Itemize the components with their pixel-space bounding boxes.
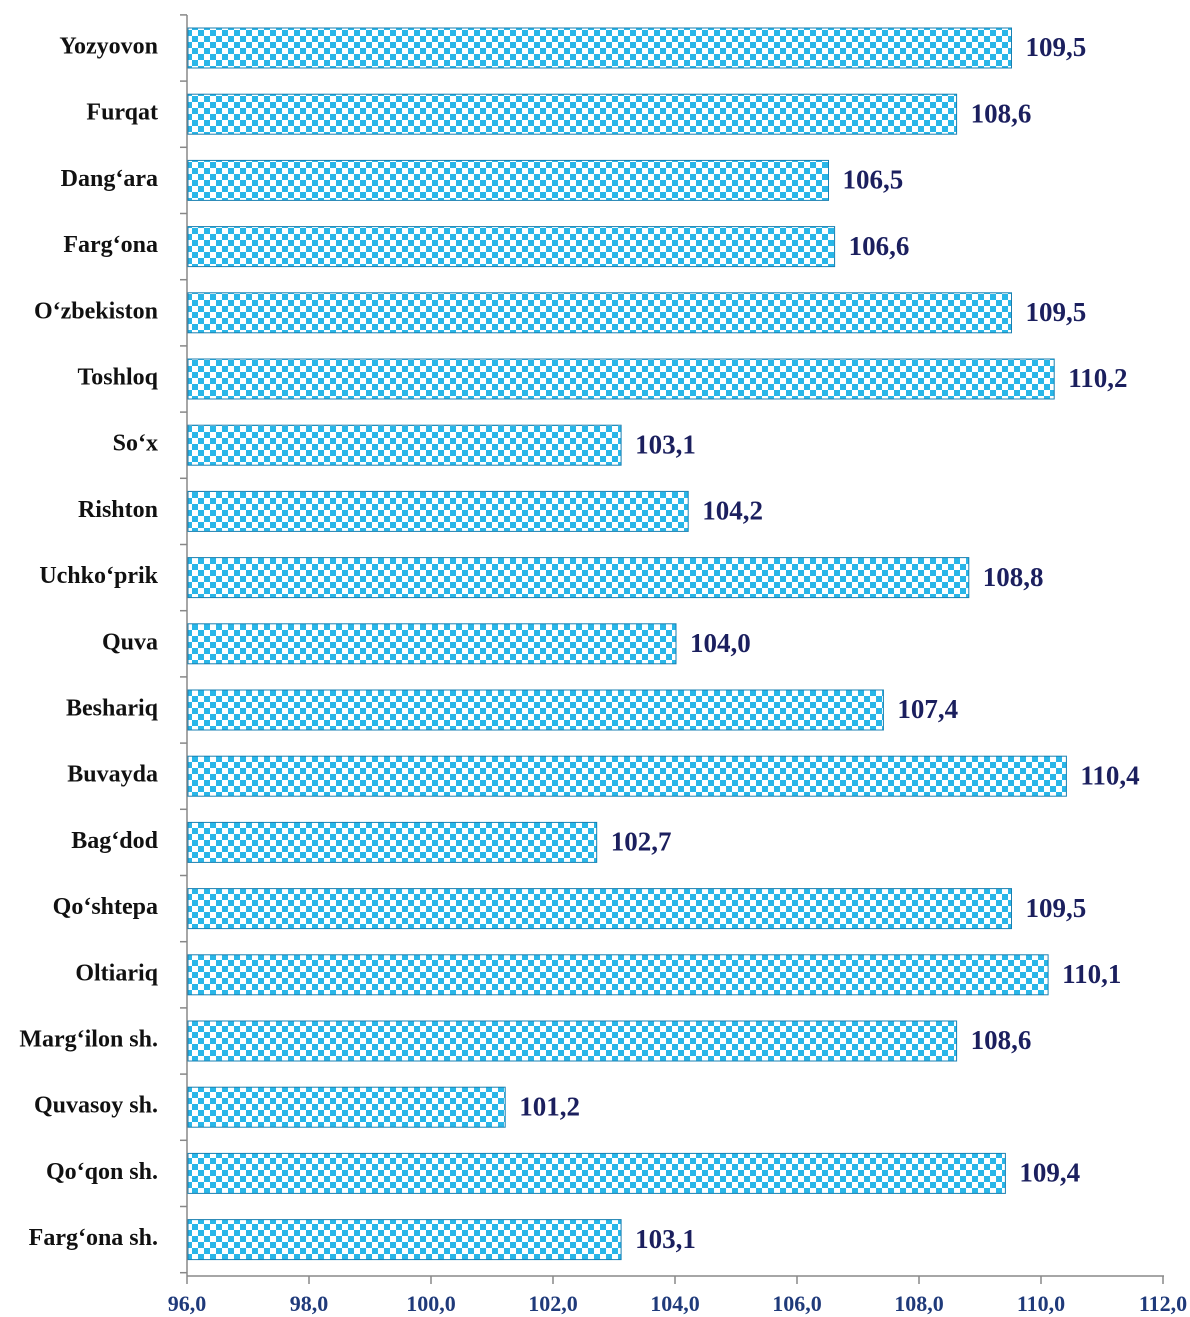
x-tick-label: 110,0 <box>1017 1291 1065 1316</box>
bar <box>188 889 1012 929</box>
y-tick-label: Rishton <box>78 497 158 523</box>
value-label: 101,2 <box>519 1091 580 1121</box>
value-label: 103,1 <box>635 429 696 459</box>
value-label: 110,2 <box>1068 363 1127 393</box>
x-tick-label: 98,0 <box>290 1291 329 1316</box>
y-tick-label: So‘x <box>113 431 158 457</box>
y-tick-label: Farg‘ona sh. <box>29 1225 158 1251</box>
x-tick-label: 108,0 <box>894 1291 944 1316</box>
bar <box>188 624 676 664</box>
y-tick-label: Quvasoy sh. <box>34 1093 158 1119</box>
bar <box>188 94 957 134</box>
bar <box>188 359 1054 399</box>
bar <box>188 822 597 862</box>
y-tick-label: Oltiariq <box>75 960 158 986</box>
y-tick-label: Buvayda <box>67 762 158 788</box>
bar <box>188 955 1048 995</box>
value-label: 108,8 <box>983 562 1044 592</box>
value-label: 110,1 <box>1062 959 1121 989</box>
value-label: 106,6 <box>849 231 910 261</box>
y-tick-label: Dang‘ara <box>61 166 158 192</box>
value-label: 107,4 <box>897 694 958 724</box>
y-tick-label: Quva <box>102 629 158 655</box>
bar <box>188 28 1012 68</box>
y-tick-label: Farg‘ona <box>63 232 158 258</box>
x-tick-label: 96,0 <box>168 1291 207 1316</box>
bar <box>188 160 829 200</box>
x-tick-label: 102,0 <box>528 1291 578 1316</box>
value-label: 104,2 <box>702 496 763 526</box>
value-label: 102,7 <box>611 827 672 857</box>
x-tick-label: 104,0 <box>650 1291 700 1316</box>
y-tick-label: Qo‘shtepa <box>53 894 158 920</box>
value-label: 108,6 <box>971 98 1032 128</box>
x-tick-label: 100,0 <box>406 1291 456 1316</box>
y-tick-label: Furqat <box>86 100 158 126</box>
y-tick-label: Qo‘qon sh. <box>46 1159 158 1185</box>
y-tick-label: Uchko‘prik <box>39 563 158 589</box>
bar <box>188 227 835 267</box>
bar <box>188 425 621 465</box>
value-label: 109,5 <box>1026 893 1087 923</box>
y-tick-label: Marg‘ilon sh. <box>19 1027 158 1053</box>
value-label: 109,4 <box>1019 1158 1080 1188</box>
bar <box>188 558 969 598</box>
value-label: 106,5 <box>843 165 904 195</box>
value-label: 110,4 <box>1080 760 1139 790</box>
bar <box>188 690 883 730</box>
value-label: 109,5 <box>1026 32 1087 62</box>
bar <box>188 293 1012 333</box>
y-tick-label: Beshariq <box>66 696 159 722</box>
x-tick-label: 112,0 <box>1139 1291 1187 1316</box>
y-tick-label: Yozyovon <box>59 34 158 60</box>
x-tick-label: 106,0 <box>772 1291 822 1316</box>
bar <box>188 1021 957 1061</box>
chart: 96,0 98,0 100,0 102,0 104,0 106,0 108,0 110,0 11… <box>0 0 1190 1317</box>
y-tick-label: Toshloq <box>77 365 158 391</box>
value-label: 108,6 <box>971 1025 1032 1055</box>
bar <box>188 1087 505 1127</box>
bar <box>188 756 1066 796</box>
value-label: 103,1 <box>635 1224 696 1254</box>
bar <box>188 1153 1005 1193</box>
bar <box>188 1220 621 1260</box>
value-label: 104,0 <box>690 628 751 658</box>
y-tick-label: Bag‘dod <box>71 828 158 854</box>
y-tick-label: O‘zbekiston <box>34 298 158 324</box>
value-label: 109,5 <box>1026 297 1087 327</box>
bar <box>188 491 688 531</box>
